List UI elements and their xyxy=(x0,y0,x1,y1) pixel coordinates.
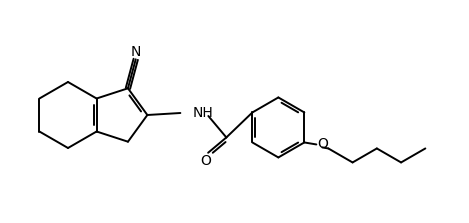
Text: O: O xyxy=(317,137,328,151)
Text: N: N xyxy=(130,45,141,59)
Text: NH: NH xyxy=(192,106,213,120)
Text: O: O xyxy=(201,154,212,168)
